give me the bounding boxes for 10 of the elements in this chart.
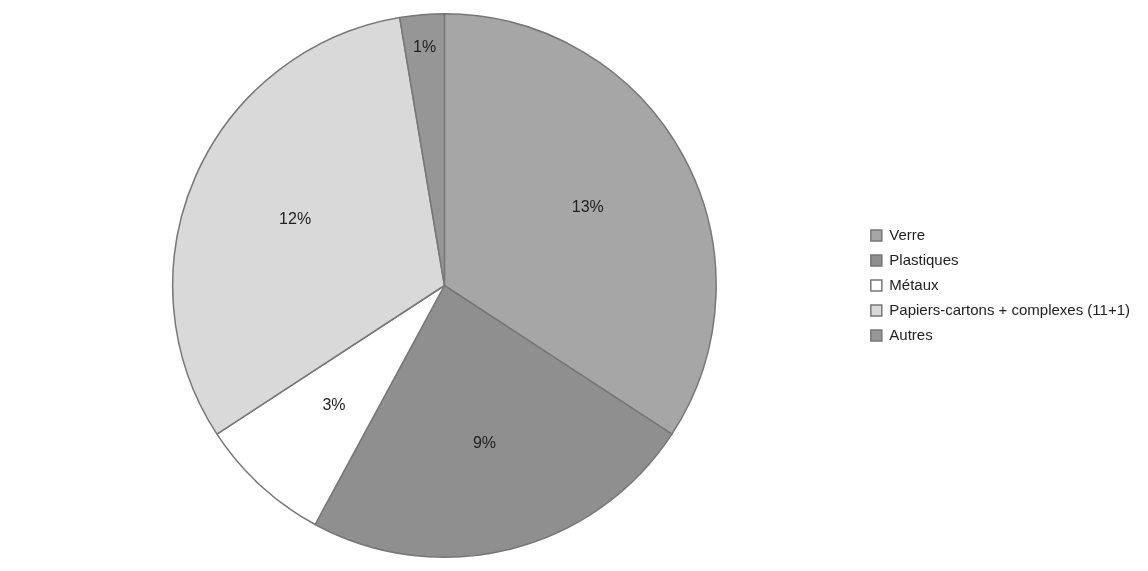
legend-label: Autres — [889, 325, 933, 343]
data-label: 9% — [472, 433, 497, 451]
data-label: 13% — [571, 198, 604, 216]
data-label: 1% — [413, 37, 437, 55]
legend-label: Verre — [889, 225, 926, 243]
legend-label: Métaux — [889, 275, 940, 293]
legend-label: Papiers-cartons + complexes (11+1) — [889, 300, 1131, 318]
data-label: 3% — [322, 395, 346, 413]
data-label: 12% — [279, 210, 312, 228]
legend-label: Plastiques — [889, 250, 959, 268]
